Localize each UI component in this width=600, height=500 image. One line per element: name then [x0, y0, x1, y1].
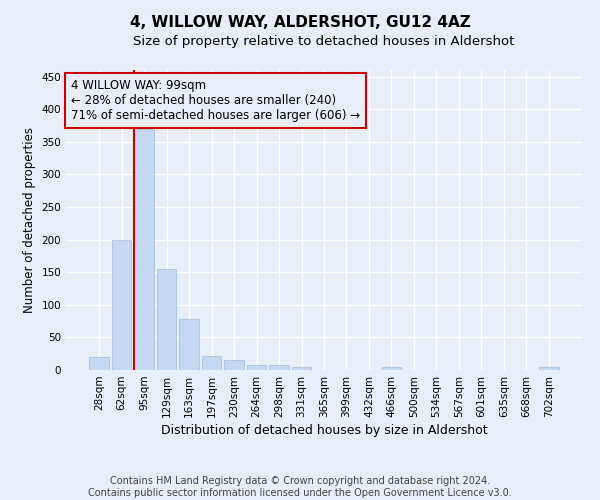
Bar	[89, 357, 109, 370]
Text: 4, WILLOW WAY, ALDERSHOT, GU12 4AZ: 4, WILLOW WAY, ALDERSHOT, GU12 4AZ	[130, 15, 470, 30]
Text: 4 WILLOW WAY: 99sqm
← 28% of detached houses are smaller (240)
71% of semi-detac: 4 WILLOW WAY: 99sqm ← 28% of detached ho…	[71, 79, 360, 122]
Bar	[539, 368, 559, 370]
Bar	[247, 365, 266, 370]
Bar	[224, 360, 244, 370]
Bar	[202, 356, 221, 370]
Bar	[269, 366, 289, 370]
Bar	[157, 269, 176, 370]
X-axis label: Distribution of detached houses by size in Aldershot: Distribution of detached houses by size …	[161, 424, 487, 437]
Y-axis label: Number of detached properties: Number of detached properties	[23, 127, 36, 313]
Bar	[292, 366, 311, 370]
Bar	[179, 319, 199, 370]
Bar	[382, 366, 401, 370]
Title: Size of property relative to detached houses in Aldershot: Size of property relative to detached ho…	[133, 35, 515, 48]
Bar	[134, 128, 154, 370]
Bar	[112, 240, 131, 370]
Text: Contains HM Land Registry data © Crown copyright and database right 2024.
Contai: Contains HM Land Registry data © Crown c…	[88, 476, 512, 498]
